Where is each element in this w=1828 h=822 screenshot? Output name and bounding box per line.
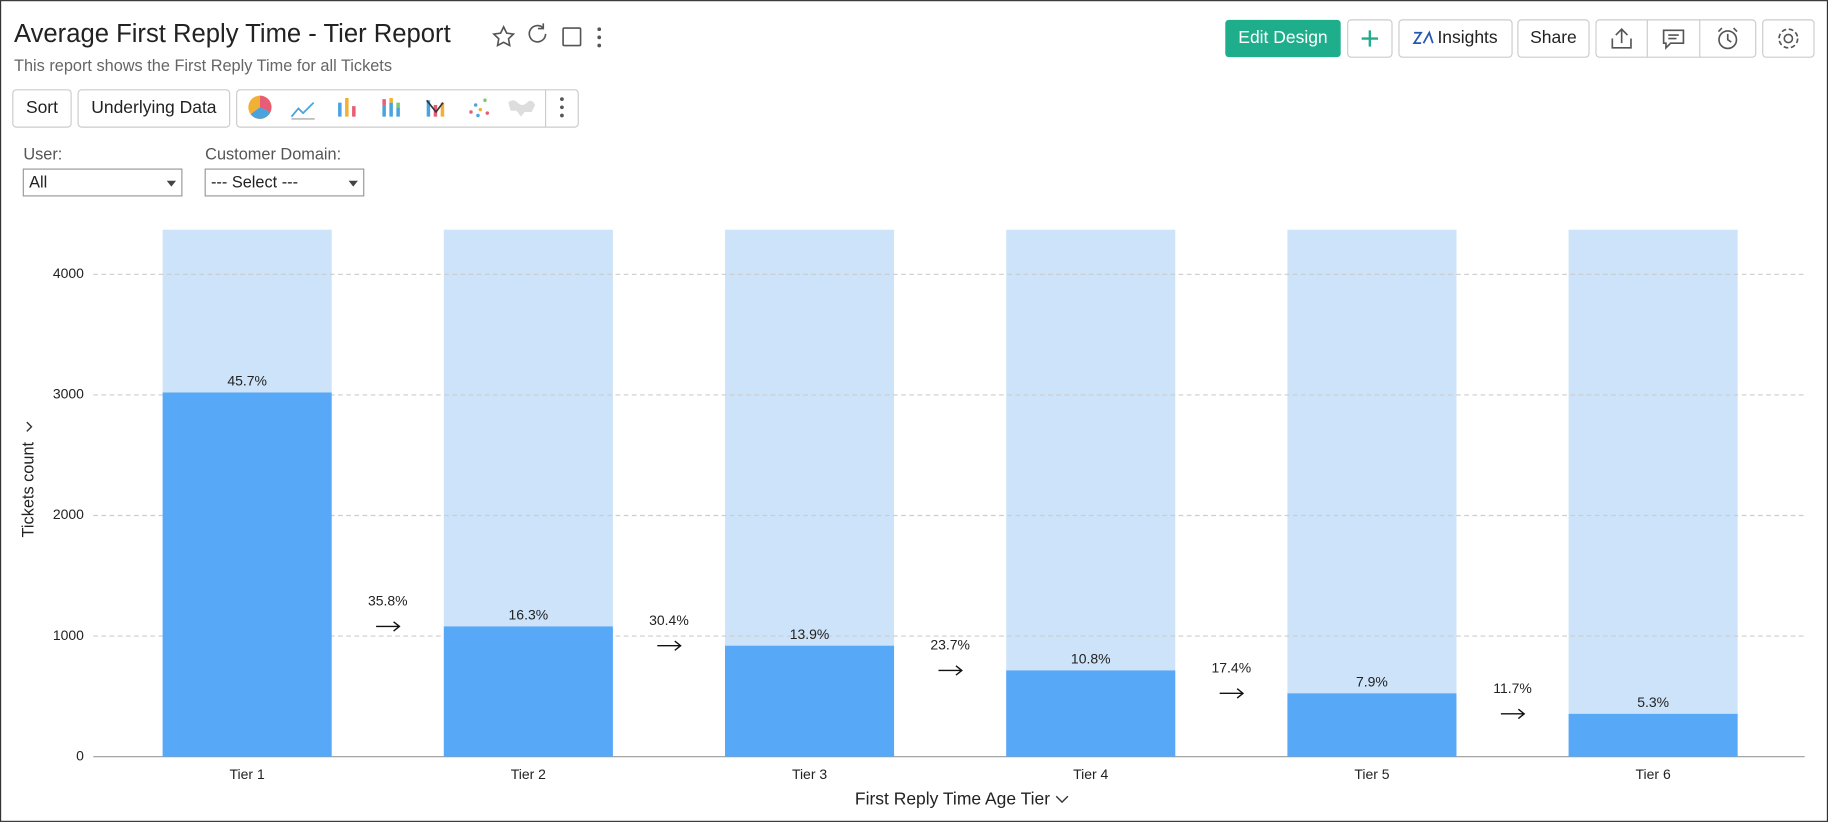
conversion-label: 11.7% xyxy=(1493,680,1532,696)
bar-track xyxy=(1568,229,1738,757)
conversion-label: 23.7% xyxy=(930,637,970,653)
data-label: 10.8% xyxy=(1071,651,1111,667)
sort-button[interactable]: Sort xyxy=(12,89,72,128)
select-value: --- Select --- xyxy=(211,173,298,191)
favorite-icon[interactable] xyxy=(492,24,516,48)
data-label: 45.7% xyxy=(227,373,267,389)
select-value: All xyxy=(29,173,47,191)
x-tick-label: Tier 3 xyxy=(792,766,827,782)
bar-track xyxy=(1287,229,1457,757)
bar-track xyxy=(1006,229,1176,757)
settings-button[interactable] xyxy=(1762,19,1815,58)
domain-select[interactable]: --- Select --- xyxy=(204,168,365,197)
filter-label: User: xyxy=(23,145,62,163)
conversion-label: 30.4% xyxy=(649,612,689,628)
schedule-icon[interactable] xyxy=(1718,30,1738,50)
underlying-data-button[interactable]: Underlying Data xyxy=(77,89,231,128)
x-tick-label: Tier 2 xyxy=(511,766,546,782)
underlying-data-label: Underlying Data xyxy=(91,97,217,117)
x-axis-menu[interactable] xyxy=(1055,795,1069,804)
conversion-arrow xyxy=(1219,688,1245,699)
conversion-label: 17.4% xyxy=(1212,660,1252,676)
bar xyxy=(162,392,332,757)
y-tick-label: 4000 xyxy=(53,265,84,281)
x-tick-label: Tier 6 xyxy=(1636,766,1671,782)
add-button[interactable] xyxy=(1347,19,1393,58)
refresh-icon[interactable] xyxy=(528,23,547,43)
x-axis-title: First Reply Time Age Tier xyxy=(855,788,1050,808)
y-tick-label: 3000 xyxy=(53,386,84,402)
edit-design-label: Edit Design xyxy=(1238,27,1327,47)
conversion-arrow xyxy=(1500,708,1526,720)
bar xyxy=(443,626,613,757)
report-title: Average First Reply Time - Tier Report xyxy=(14,20,451,48)
filter-label: Customer Domain: xyxy=(205,145,341,163)
data-label: 13.9% xyxy=(790,626,830,642)
x-tick-label: Tier 4 xyxy=(1073,766,1108,782)
conversion-arrow xyxy=(657,640,682,651)
comment-icon[interactable] xyxy=(1662,29,1685,50)
conversion-arrow xyxy=(376,621,401,632)
bar xyxy=(1287,693,1457,757)
save-icon[interactable] xyxy=(562,27,582,47)
y-axis-menu[interactable] xyxy=(26,421,33,432)
x-tick-label: Tier 1 xyxy=(230,766,265,782)
sort-label: Sort xyxy=(26,97,58,117)
plot-area: 0 1000 2000 3000 4000 Tier 1 45.7% Tier 2 16.3% T… xyxy=(53,229,1805,782)
y-tick-label: 0 xyxy=(76,747,84,763)
share-button[interactable]: Share xyxy=(1517,19,1590,58)
x-tick-label: Tier 5 xyxy=(1354,766,1389,782)
more-icon[interactable] xyxy=(597,27,602,48)
bar xyxy=(1568,713,1738,757)
data-label: 16.3% xyxy=(509,607,549,623)
title-icons[interactable] xyxy=(492,23,602,48)
y-tick-label: 2000 xyxy=(53,506,84,522)
y-tick-label: 1000 xyxy=(53,627,84,643)
conversion-label: 35.8% xyxy=(368,593,408,609)
action-icons[interactable] xyxy=(1595,19,1757,58)
report-subtitle: This report shows the First Reply Time f… xyxy=(14,57,392,75)
insights-label: Insights xyxy=(1437,27,1497,47)
edit-design-button[interactable]: Edit Design xyxy=(1225,19,1341,58)
insights-button[interactable]: Insights xyxy=(1398,19,1513,58)
data-label: 5.3% xyxy=(1637,694,1669,710)
conversion-arrow xyxy=(938,665,963,676)
export-icon[interactable] xyxy=(1611,28,1632,49)
bar xyxy=(1006,670,1176,757)
data-label: 7.9% xyxy=(1356,674,1388,690)
bar xyxy=(725,645,895,757)
user-select[interactable]: All xyxy=(22,168,183,197)
y-axis-title: Tickets count xyxy=(19,441,37,537)
chart-type-icons[interactable] xyxy=(236,89,579,128)
share-label: Share xyxy=(1530,27,1577,47)
